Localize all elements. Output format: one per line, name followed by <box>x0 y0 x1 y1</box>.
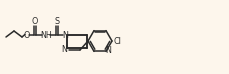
Text: N: N <box>105 46 110 55</box>
Text: NH: NH <box>40 30 52 40</box>
Text: N: N <box>62 30 68 40</box>
Text: O: O <box>32 17 38 26</box>
Text: Cl: Cl <box>113 36 120 46</box>
Text: S: S <box>54 17 59 26</box>
Text: N: N <box>61 46 67 54</box>
Text: O: O <box>24 30 30 40</box>
